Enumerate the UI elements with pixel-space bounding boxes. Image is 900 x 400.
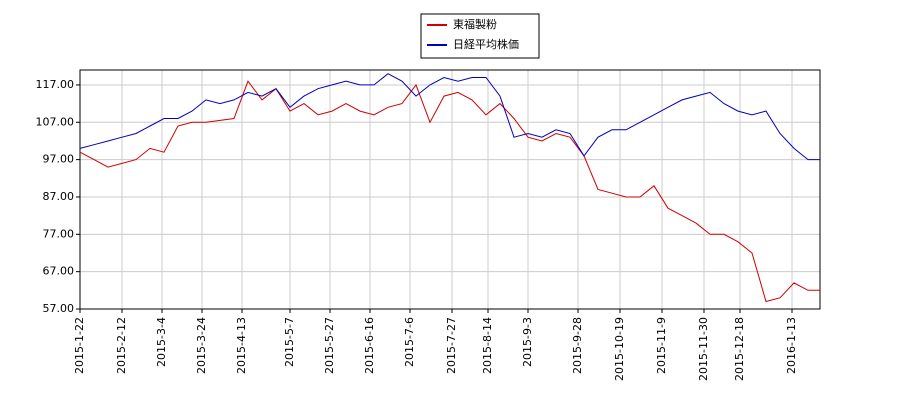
data-line (79, 80, 820, 303)
x-tick-label: 2015-5-27 (323, 317, 336, 374)
legend-label: 日経平均株価 (453, 37, 519, 51)
x-tick-label: 2015-3-24 (195, 317, 208, 374)
data-line (79, 73, 820, 161)
y-tick-label: 77.00 (43, 227, 75, 240)
y-tick-label: 57.00 (43, 302, 75, 315)
x-tick-label: 2015-9-3 (521, 317, 534, 367)
x-tick-label: 2015-2-12 (115, 317, 128, 374)
x-tick-label: 2015-3-4 (155, 317, 168, 367)
x-tick-label: 2015-6-16 (363, 317, 376, 374)
y-tick-label: 107.00 (36, 115, 75, 128)
x-tick-label: 2015-7-27 (445, 317, 458, 374)
x-tick-label: 2015-5-7 (283, 317, 296, 367)
x-tick-label: 2015-1-22 (73, 317, 86, 374)
y-tick-label: 67.00 (43, 265, 75, 278)
x-tick-label: 2015-11-30 (697, 317, 710, 381)
x-tick-label: 2015-8-14 (481, 317, 494, 374)
legend-box (420, 13, 540, 59)
plot-area (80, 70, 820, 309)
x-tick-label: 2015-10-19 (613, 317, 626, 381)
x-tick-label: 2015-4-13 (235, 317, 248, 374)
legend-label: 東福製粉 (453, 17, 497, 31)
y-tick-label: 117.00 (36, 78, 75, 91)
x-tick-label: 2015-7-6 (403, 317, 416, 367)
y-tick-label: 97.00 (43, 153, 75, 166)
x-tick-label: 2015-12-18 (733, 317, 746, 381)
x-tick-label: 2016-1-13 (785, 317, 798, 374)
x-tick-label: 2015-9-28 (571, 317, 584, 374)
x-tick-label: 2015-11-9 (655, 317, 668, 374)
plot-frame (79, 69, 821, 310)
y-tick-label: 87.00 (43, 190, 75, 203)
